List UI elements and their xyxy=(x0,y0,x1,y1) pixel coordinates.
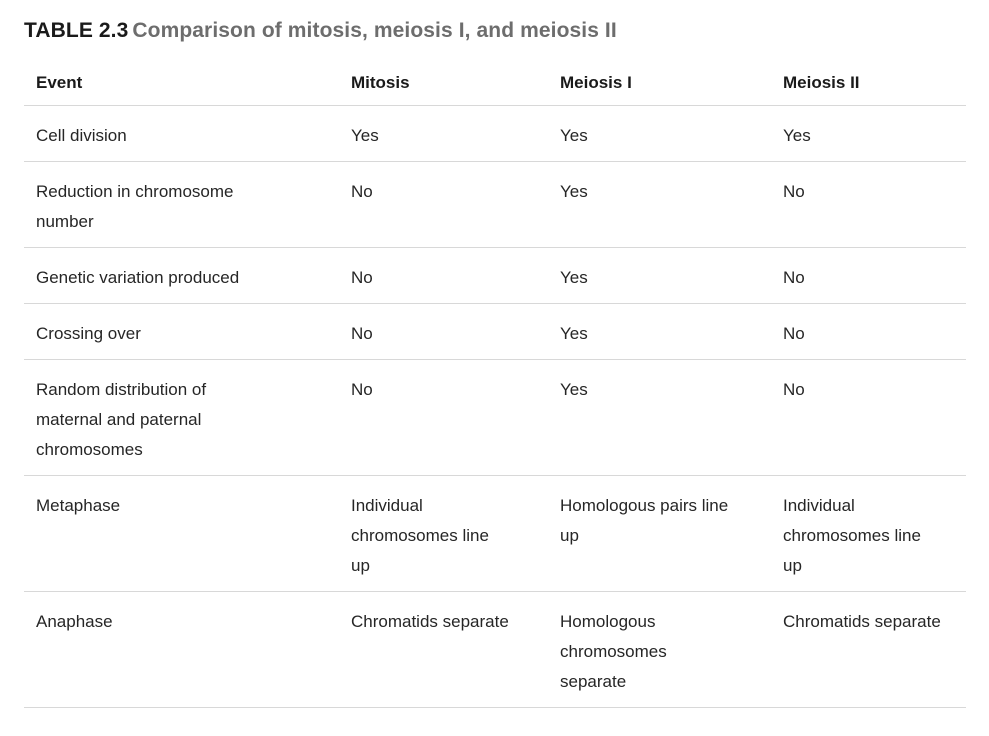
table-cell: Yes xyxy=(548,105,771,162)
header-cell-event: Event xyxy=(24,60,339,106)
table-cell: Cell division xyxy=(24,105,339,162)
comparison-table: Event Mitosis Meiosis I Meiosis II Cell … xyxy=(24,60,966,708)
table-row: Metaphase Individual chromosomes line up… xyxy=(24,475,966,592)
header-cell-mitosis: Mitosis xyxy=(339,60,548,106)
table-cell: Homologous pairs line up xyxy=(548,475,771,592)
table-cell: Anaphase xyxy=(24,591,339,708)
table-cell: Homologous chromosomes separate xyxy=(548,591,771,708)
table-cell: No xyxy=(771,303,966,360)
table-cell: Yes xyxy=(548,247,771,304)
table-cell: No xyxy=(339,161,548,248)
table-header-row: Event Mitosis Meiosis I Meiosis II xyxy=(24,60,966,106)
table-row: Random distribution of maternal and pate… xyxy=(24,359,966,476)
table-cell: Crossing over xyxy=(24,303,339,360)
table-cell: No xyxy=(771,359,966,476)
header-cell-meiosis-2: Meiosis II xyxy=(771,60,966,106)
table-row: Anaphase Chromatids separate Homologous … xyxy=(24,591,966,708)
table-cell: Yes xyxy=(548,359,771,476)
table-cell: No xyxy=(339,303,548,360)
table-title: TABLE 2.3 Comparison of mitosis, meiosis … xyxy=(24,16,965,46)
table-cell: Yes xyxy=(771,105,966,162)
table-number-label: TABLE 2.3 xyxy=(24,19,129,42)
table-cell: Reduction in chromosome number xyxy=(24,161,339,248)
table-cell: Yes xyxy=(339,105,548,162)
table-cell: No xyxy=(771,161,966,248)
table-cell: Random distribution of maternal and pate… xyxy=(24,359,339,476)
table-cell: No xyxy=(339,247,548,304)
table-row: Cell division Yes Yes Yes xyxy=(24,105,966,162)
table-cell: Chromatids separate xyxy=(771,591,966,708)
table-cell: Yes xyxy=(548,161,771,248)
table-cell: No xyxy=(339,359,548,476)
table-cell: Individual chromosomes line up xyxy=(339,475,548,592)
table-row: Crossing over No Yes No xyxy=(24,303,966,360)
table-title-text: Comparison of mitosis, meiosis I, and me… xyxy=(132,19,617,42)
table-row: Genetic variation produced No Yes No xyxy=(24,247,966,304)
table-cell: Metaphase xyxy=(24,475,339,592)
table-cell: Yes xyxy=(548,303,771,360)
table-cell: Individual chromosomes line up xyxy=(771,475,966,592)
table-cell: Chromatids separate xyxy=(339,591,548,708)
table-row: Reduction in chromosome number No Yes No xyxy=(24,161,966,248)
table-cell: Genetic variation produced xyxy=(24,247,339,304)
header-cell-meiosis-1: Meiosis I xyxy=(548,60,771,106)
table-cell: No xyxy=(771,247,966,304)
